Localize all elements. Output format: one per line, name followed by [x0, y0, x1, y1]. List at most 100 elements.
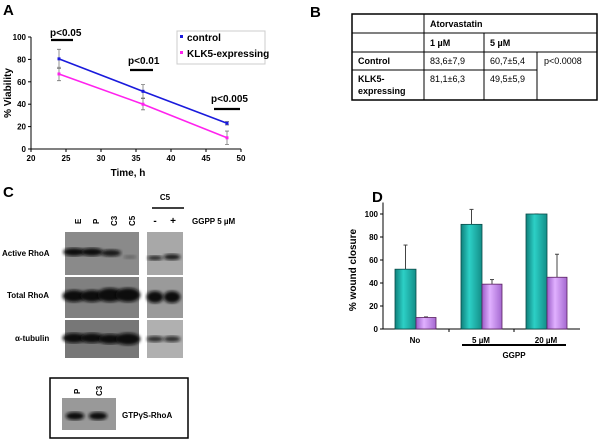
category-label: No: [410, 336, 421, 345]
protein-band: [81, 248, 103, 256]
table-header: Atorvastatin: [430, 19, 483, 29]
annotation-p3: p<0.005: [211, 94, 248, 105]
category-label: 20 µM: [535, 336, 558, 345]
y-tick-label: 80: [369, 233, 378, 242]
x-tick-label: 20: [27, 154, 36, 163]
x-tick-label: 45: [202, 154, 211, 163]
protein-band: [115, 288, 141, 302]
x-tick-label: 30: [97, 154, 106, 163]
bar: [546, 276, 568, 330]
western-blot: E P C3 C5 C5 - + GGPP 5 µM Active RhoA T…: [2, 193, 235, 439]
protein-band: [146, 336, 164, 342]
x-tick-label: 40: [167, 154, 176, 163]
y-tick-label: 60: [369, 256, 378, 265]
y-tick-label: 60: [17, 78, 26, 87]
x-axis-label: Time, h: [111, 168, 146, 179]
bar: [460, 223, 483, 330]
bar: [394, 268, 417, 330]
data-point: [141, 89, 145, 93]
panel-label-d: D: [372, 189, 383, 206]
protein-band: [98, 334, 122, 344]
table-cell: 49,5±5,9: [490, 74, 525, 84]
legend-label-klk5: KLK5-expressing: [187, 49, 269, 60]
y-tick-label: 80: [17, 55, 26, 64]
atorvastatin-table: [351, 13, 598, 101]
data-point: [141, 102, 145, 106]
y-tick-label: 0: [22, 145, 27, 154]
lane-label: -: [153, 216, 156, 227]
protein-band: [101, 249, 121, 257]
protein-band: [115, 333, 141, 345]
protein-band: [80, 290, 104, 302]
lane-label: E: [74, 218, 83, 224]
y-tick-label: 100: [365, 210, 379, 219]
data-point: [225, 136, 229, 140]
protein-band: [146, 291, 164, 303]
table-cell: 60,7±5,4: [490, 56, 525, 66]
y-tick-label: 20: [17, 123, 26, 132]
row-label: Total RhoA: [7, 291, 49, 300]
panel-label-a: A: [3, 2, 14, 19]
row-label: α-tubulin: [15, 334, 49, 343]
x-tick-label: 25: [62, 154, 71, 163]
bar: [415, 317, 437, 330]
protein-band: [163, 291, 181, 303]
data-point: [225, 121, 229, 125]
table-cell: 83,6±7,9: [430, 56, 465, 66]
y-tick-label: 40: [17, 100, 26, 109]
x-tick-label: 35: [132, 154, 141, 163]
row-label: expressing: [358, 86, 406, 96]
blot-panel: [147, 232, 183, 275]
bar: [525, 213, 548, 330]
lane-label: P: [73, 388, 82, 394]
y-tick-label: 20: [369, 302, 378, 311]
protein-band: [163, 336, 181, 342]
treatment-label: GGPP 5 µM: [192, 217, 235, 226]
group-label: GGPP: [502, 351, 526, 360]
protein-band: [62, 333, 86, 343]
protein-band: [80, 333, 104, 343]
y-tick-label: 0: [374, 325, 379, 334]
data-point: [57, 72, 61, 76]
protein-band: [88, 412, 108, 420]
lane-label: C3: [110, 215, 119, 226]
x-tick-label: 50: [237, 154, 246, 163]
protein-band: [65, 412, 85, 420]
legend-marker-control: [180, 35, 183, 38]
column-header: 1 µM: [430, 38, 450, 48]
y-axis-label: % wound closure: [348, 228, 359, 311]
viability-line-chart: Time, h % Viability control KLK5-express…: [3, 28, 269, 179]
y-tick-label: 40: [369, 279, 378, 288]
bar: [481, 283, 503, 330]
row-label: Active RhoA: [2, 249, 50, 258]
column-header: 5 µM: [490, 38, 510, 48]
category-label: 5 µM: [472, 336, 490, 345]
legend: [176, 30, 266, 65]
legend-label-control: control: [187, 33, 221, 44]
panel-label-b: B: [310, 4, 321, 21]
protein-band: [123, 255, 137, 259]
y-axis-label: % Viability: [3, 68, 14, 118]
protein-band: [63, 248, 85, 256]
inset-label: GTPγS-RhoA: [122, 411, 172, 420]
protein-band: [147, 255, 163, 261]
legend-marker-klk5: [180, 51, 183, 54]
annotation-p1: p<0.05: [50, 28, 82, 39]
wound-closure-bar-chart: % wound closure GGPP 0 20 40 60 80 100 No 5 µM 2…: [348, 202, 580, 360]
annotation-p2: p<0.01: [128, 56, 160, 67]
lane-label: P: [92, 218, 101, 224]
row-label: KLK5-: [358, 74, 385, 84]
group-label: C5: [160, 193, 171, 202]
p-value: p<0.0008: [544, 56, 582, 66]
y-tick-label: 100: [13, 33, 27, 42]
lane-label: C3: [95, 385, 104, 396]
lane-label: +: [170, 216, 176, 227]
lane-label: C5: [128, 215, 137, 226]
protein-band: [62, 290, 86, 302]
table-cell: 81,1±6,3: [430, 74, 465, 84]
panel-label-c: C: [3, 184, 14, 201]
data-point: [57, 57, 61, 61]
protein-band: [163, 254, 181, 260]
row-label: Control: [358, 56, 390, 66]
